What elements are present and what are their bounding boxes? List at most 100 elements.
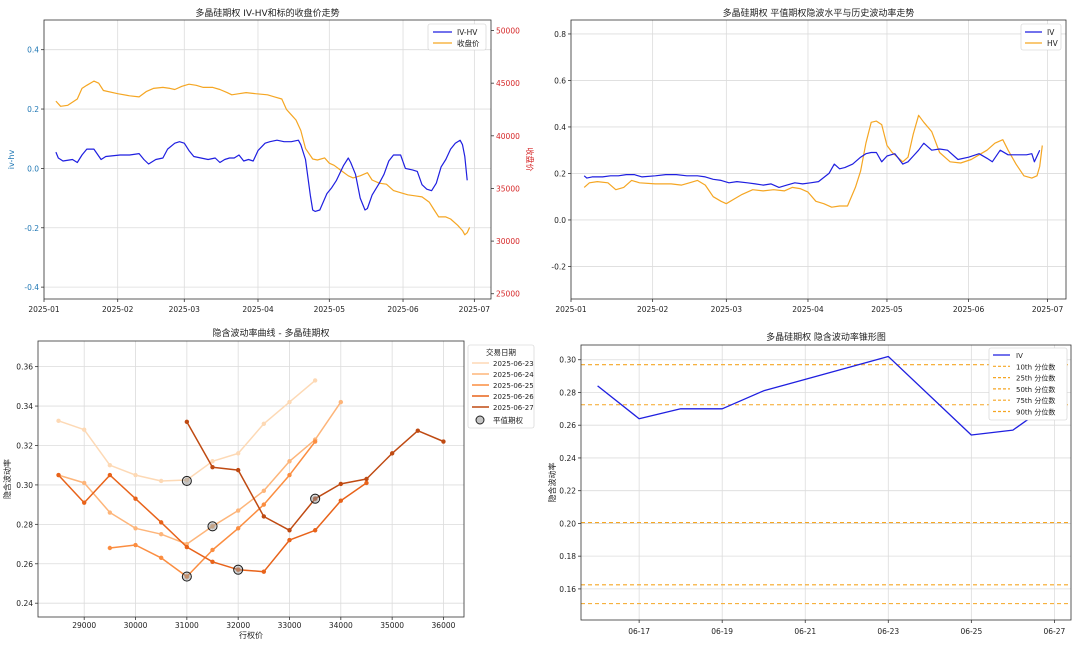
x-tick-label: 2025-04 xyxy=(242,305,274,314)
y-tick-label: 0.22 xyxy=(559,487,576,496)
atm-marker-fill xyxy=(183,573,191,581)
y-tick-label: 0.4 xyxy=(554,123,566,132)
x-tick-label: 06-27 xyxy=(1043,627,1065,636)
plot-frame xyxy=(570,19,1067,300)
data-point xyxy=(158,532,164,537)
x-tick-label: 06-17 xyxy=(628,627,650,636)
chart-iv-cone: 多晶硅期权 隐含波动率锥形图 06-17 06-19 06-21 06-23 06-25 0… xyxy=(547,331,1072,636)
y2-tick-label: 25000 xyxy=(496,290,520,299)
y-tick-label: 0.0 xyxy=(27,164,39,173)
x-tick-label: 34000 xyxy=(329,621,353,630)
x-tick-label: 32000 xyxy=(226,621,250,630)
y-tick-label: 0.8 xyxy=(554,30,566,39)
data-point xyxy=(133,472,138,478)
legend-label: 10th 分位数 xyxy=(1016,362,1055,371)
y-axis-label: 隐含波动率 xyxy=(547,463,557,503)
data-point xyxy=(364,476,369,482)
legend-label: 75th 分位数 xyxy=(1016,396,1055,405)
y-tick-label: 0.2 xyxy=(27,105,39,114)
legend: IV 10th 分位数 25th 分位数 50th 分位数 75th 分位数 90th 分… xyxy=(988,347,1068,421)
chart-title: 多晶硅期权 隐含波动率锥形图 xyxy=(766,331,886,343)
legend-title: 交易日期 xyxy=(486,347,516,357)
atm-marker xyxy=(181,475,192,487)
data-point xyxy=(56,418,61,424)
data-point xyxy=(389,451,395,456)
x-tick-label: 30000 xyxy=(124,621,148,630)
legend-label-iv-hv: IV-HV xyxy=(457,28,478,37)
y-tick-label: 0.26 xyxy=(559,421,576,430)
data-point xyxy=(287,459,292,464)
atm-marker xyxy=(233,564,244,575)
chart-iv-hv-levels: 多晶硅期权 平值期权隐波水平与历史波动率走势 2025-01 2025-02 2025… xyxy=(551,7,1067,314)
legend: IV HV xyxy=(1020,23,1062,51)
x-tick-label: 2025-04 xyxy=(792,305,824,314)
data-point xyxy=(235,467,241,473)
data-point xyxy=(261,569,267,574)
data-point xyxy=(158,555,164,561)
data-point xyxy=(287,528,292,533)
data-point xyxy=(81,500,87,505)
y-tick-label: 0.6 xyxy=(554,76,566,85)
y-tick-label: 0.24 xyxy=(16,599,33,608)
data-point xyxy=(261,421,267,426)
x-tick-label: 2025-03 xyxy=(711,305,743,314)
x-tick-label: 2025-05 xyxy=(314,305,346,314)
x-axis-label: 行权价 xyxy=(239,630,263,640)
data-point xyxy=(107,510,113,515)
legend-label-iv: IV xyxy=(1047,28,1055,37)
y2-tick-label: 50000 xyxy=(496,27,520,36)
legend-label: 50th 分位数 xyxy=(1016,385,1055,394)
x-tick-label: 31000 xyxy=(175,621,199,630)
legend-label: 90th 分位数 xyxy=(1016,408,1055,417)
y-tick-label: 0.20 xyxy=(559,519,576,528)
x-tick-label: 29000 xyxy=(72,621,96,630)
chart-title: 多晶硅期权 IV-HV和标的收盘价走势 xyxy=(195,7,339,19)
data-point xyxy=(133,526,138,531)
chart-iv-smile: 隐含波动率曲线 - 多晶硅期权 29000 30000 31000 32000 33000… xyxy=(2,327,535,640)
y-tick-label: 0.2 xyxy=(554,169,566,178)
x-tick-label: 2025-05 xyxy=(871,305,903,314)
x-tick-label: 06-21 xyxy=(794,627,816,636)
atm-marker xyxy=(181,571,192,582)
series-iv-line xyxy=(597,355,1055,436)
x-tick-label: 35000 xyxy=(380,621,404,630)
data-point xyxy=(210,464,215,470)
atm-marker-fill xyxy=(234,566,242,574)
y-tick-label: 0.4 xyxy=(27,46,39,55)
data-point xyxy=(107,545,113,551)
y-tick-label: 0.30 xyxy=(16,481,33,490)
series-hv-line xyxy=(583,114,1043,208)
y-tick-label: 0.32 xyxy=(16,441,33,450)
y-tick-label: 0.28 xyxy=(559,388,576,397)
y-tick-label: 0.30 xyxy=(559,356,576,365)
data-point xyxy=(312,528,318,533)
y-tick-label: 0.26 xyxy=(16,560,33,569)
y-tick-label: 0.0 xyxy=(554,216,566,225)
x-tick-label: 06-19 xyxy=(711,627,733,636)
y-tick-label: 0.36 xyxy=(16,363,33,372)
data-point xyxy=(158,478,164,484)
data-point xyxy=(287,472,292,478)
y-tick-label: 0.18 xyxy=(559,552,576,561)
data-point xyxy=(415,428,421,433)
plot-frame xyxy=(43,19,492,300)
data-point xyxy=(210,459,215,464)
data-point xyxy=(184,419,190,425)
x-tick-label: 2025-06 xyxy=(387,305,419,314)
series-close-line xyxy=(55,80,471,236)
y-tick-label: 0.34 xyxy=(16,402,33,411)
series-line-2025-06-24 xyxy=(58,401,342,545)
y2-axis-label: 收盘价 xyxy=(525,148,535,172)
data-point xyxy=(235,526,241,531)
x-tick-label: 2025-01 xyxy=(28,305,60,314)
legend-label: 2025-06-23 xyxy=(493,360,534,368)
y-tick-label: -0.4 xyxy=(24,283,39,292)
data-point xyxy=(338,498,344,503)
x-tick-label: 06-25 xyxy=(960,627,982,636)
legend-label: IV xyxy=(1016,352,1023,360)
data-point xyxy=(133,542,138,548)
x-tick-label: 06-23 xyxy=(877,627,899,636)
y2-tick-label: 45000 xyxy=(496,79,520,88)
